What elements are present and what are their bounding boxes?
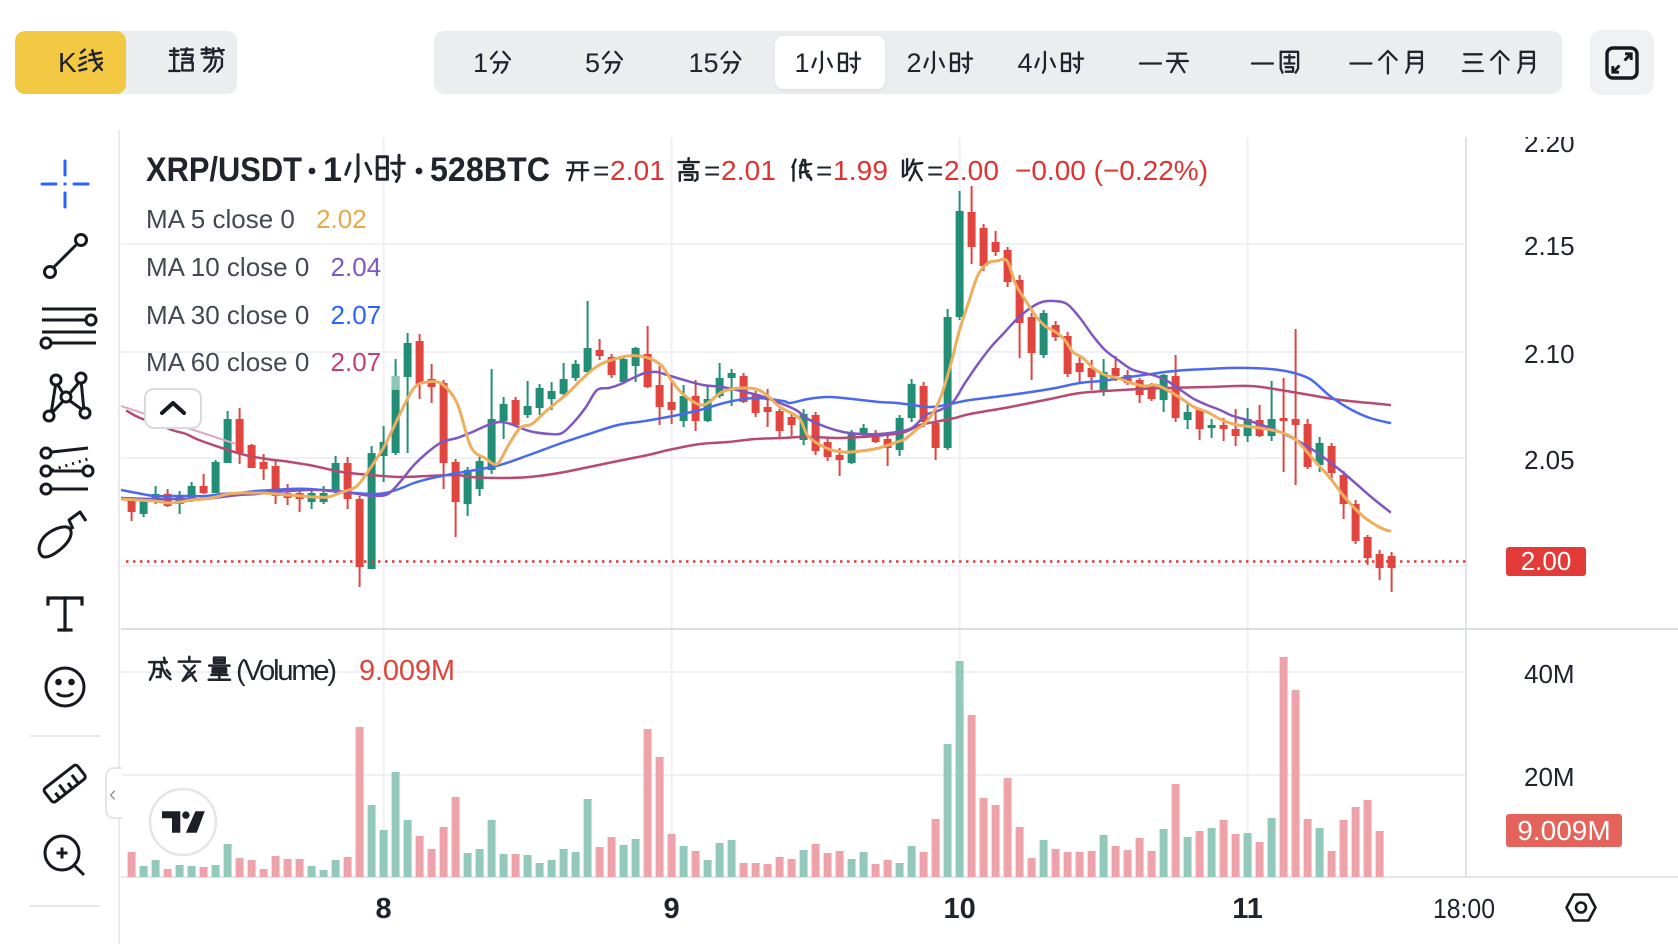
svg-text:=: = xyxy=(593,155,609,186)
svg-text:2.00: 2.00 xyxy=(944,155,999,186)
svg-text:2.01: 2.01 xyxy=(721,155,776,186)
svg-text:1: 1 xyxy=(323,151,342,189)
svg-text:11: 11 xyxy=(1232,893,1263,925)
svg-text:10: 10 xyxy=(943,893,975,925)
svg-text:=: = xyxy=(816,155,832,186)
svg-text:9.009M: 9.009M xyxy=(359,655,455,687)
svg-text:9: 9 xyxy=(664,893,680,925)
svg-text:K: K xyxy=(58,47,77,78)
svg-text:−0.00 (−0.22%): −0.00 (−0.22%) xyxy=(1015,155,1208,186)
svg-text:5: 5 xyxy=(704,48,719,78)
svg-text:=: = xyxy=(927,155,943,186)
svg-text:1: 1 xyxy=(473,48,488,78)
svg-text:2: 2 xyxy=(906,48,921,78)
svg-text:=: = xyxy=(704,155,720,186)
svg-text:1.99: 1.99 xyxy=(833,155,888,186)
svg-text:528BTC: 528BTC xyxy=(430,151,550,189)
svg-text:18:00: 18:00 xyxy=(1433,893,1495,924)
svg-text:4: 4 xyxy=(1017,48,1032,78)
svg-text:2.01: 2.01 xyxy=(610,155,665,186)
svg-text:1: 1 xyxy=(688,48,703,78)
svg-text:8: 8 xyxy=(376,893,392,925)
svg-text:1: 1 xyxy=(794,48,809,78)
svg-text:(Volume): (Volume) xyxy=(236,655,337,687)
svg-text:5: 5 xyxy=(585,48,600,78)
svg-text:XRP/USDT: XRP/USDT xyxy=(146,151,302,189)
